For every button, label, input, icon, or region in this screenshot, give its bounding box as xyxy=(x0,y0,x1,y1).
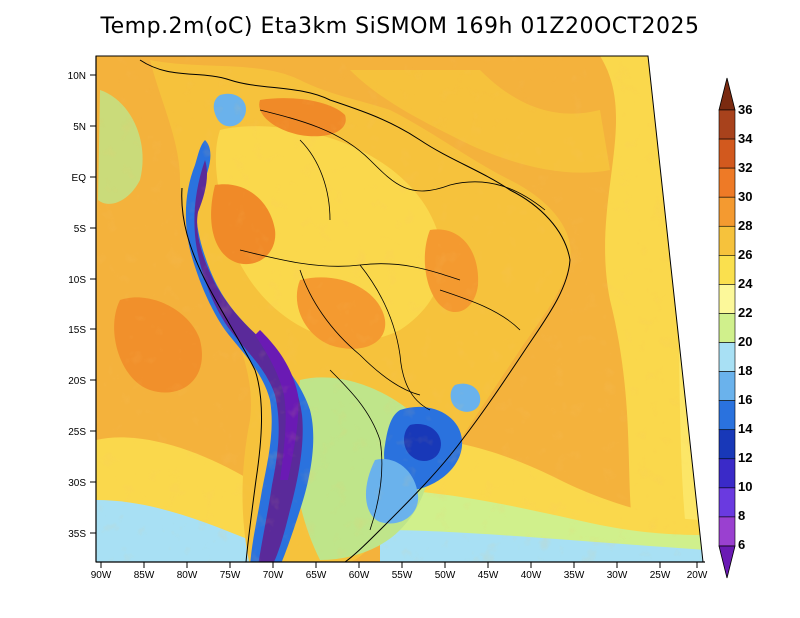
lon-tick: 90W xyxy=(91,562,112,581)
colorbar-cell xyxy=(718,371,736,401)
lat-label: 5N xyxy=(73,122,86,133)
map-field xyxy=(96,56,703,562)
lat-label: 10S xyxy=(68,275,86,286)
colorbar-label: 32 xyxy=(738,160,752,175)
lat-tick: 20S xyxy=(68,376,96,387)
longitude-axis: 90W 85W 80W 75W 70W 65W 60W 55W 50W 45W … xyxy=(91,562,708,581)
lon-tick: 20W xyxy=(687,562,708,581)
colorbar-label: 10 xyxy=(738,479,752,494)
colorbar-cell xyxy=(718,342,736,372)
colorbar-label: 14 xyxy=(738,421,753,436)
lat-label: EQ xyxy=(72,173,87,184)
latitude-axis: 10N 5N EQ 5S 10S 15S 20S 25S 30S 35S xyxy=(68,71,96,540)
lat-tick: 30S xyxy=(68,478,96,489)
lat-label: 20S xyxy=(68,376,86,387)
lon-tick: 60W xyxy=(349,562,370,581)
coastline xyxy=(139,59,571,563)
lat-tick: 10N xyxy=(68,71,96,82)
map-title: Temp.2m(oC) Eta3km SiSMOM 169h 01Z20OCT2… xyxy=(100,14,700,39)
colorbar-cell xyxy=(718,255,736,285)
lon-label: 25W xyxy=(650,570,671,581)
colorbar-label: 8 xyxy=(738,508,745,523)
lon-tick: 25W xyxy=(650,562,671,581)
lon-tick: 50W xyxy=(435,562,456,581)
colorbar-cell xyxy=(718,109,736,140)
lat-label: 15S xyxy=(68,325,86,336)
lon-tick: 65W xyxy=(306,562,327,581)
lon-tick: 30W xyxy=(607,562,628,581)
lat-tick: 15S xyxy=(68,325,96,336)
colorbar-label: 28 xyxy=(738,218,752,233)
lat-label: 10N xyxy=(68,71,86,82)
colorbar-top-arrow xyxy=(718,77,736,111)
colorbar-label: 24 xyxy=(738,276,753,291)
lat-tick: 5S xyxy=(74,224,96,235)
lon-label: 60W xyxy=(349,570,370,581)
colorbar-cell xyxy=(718,487,736,518)
lon-label: 40W xyxy=(521,570,542,581)
country-borders xyxy=(239,109,546,531)
lat-tick: EQ xyxy=(72,173,96,184)
colorbar-label: 12 xyxy=(738,450,752,465)
colorbar-cell xyxy=(718,429,736,460)
colorbar-label: 6 xyxy=(738,537,745,552)
lat-tick: 35S xyxy=(68,529,96,540)
lon-tick: 45W xyxy=(478,562,499,581)
lon-label: 20W xyxy=(687,570,708,581)
colorbar-cell xyxy=(718,284,736,314)
lat-label: 25S xyxy=(68,427,86,438)
colorbar-cell xyxy=(718,196,736,227)
colorbar-labels: 36 34 32 30 28 26 24 22 20 18 16 14 12 1… xyxy=(738,102,753,552)
lon-tick: 80W xyxy=(177,562,198,581)
colorbar-label: 20 xyxy=(738,334,752,349)
lon-tick: 40W xyxy=(521,562,542,581)
colorbar-cell xyxy=(718,225,736,256)
colorbar-bottom-arrow xyxy=(718,545,736,579)
colorbar-label: 36 xyxy=(738,102,752,117)
colorbar-label: 34 xyxy=(738,131,753,146)
colorbar-cell xyxy=(718,516,736,547)
colorbar-label: 16 xyxy=(738,392,752,407)
colorbar-label: 30 xyxy=(738,189,752,204)
lon-tick: 75W xyxy=(220,562,241,581)
colorbar-cell xyxy=(718,167,736,198)
colorbar-cell xyxy=(718,458,736,489)
lon-tick: 35W xyxy=(564,562,585,581)
field-texture xyxy=(96,56,703,562)
lon-label: 45W xyxy=(478,570,499,581)
colorbar-cell xyxy=(718,313,736,343)
lat-tick: 10S xyxy=(68,275,96,286)
lon-label: 30W xyxy=(607,570,628,581)
lon-label: 55W xyxy=(392,570,413,581)
lon-tick: 55W xyxy=(392,562,413,581)
lon-label: 90W xyxy=(91,570,112,581)
colorbar-cell xyxy=(718,400,736,431)
lat-label: 35S xyxy=(68,529,86,540)
lat-tick: 25S xyxy=(68,427,96,438)
lon-label: 85W xyxy=(134,570,155,581)
lon-label: 50W xyxy=(435,570,456,581)
lat-label: 30S xyxy=(68,478,86,489)
colorbar-label: 22 xyxy=(738,305,752,320)
colorbar-label: 18 xyxy=(738,363,752,378)
lon-label: 80W xyxy=(177,570,198,581)
lon-label: 70W xyxy=(263,570,284,581)
lon-label: 65W xyxy=(306,570,327,581)
colorbar: 36 34 32 30 28 26 24 22 20 18 16 14 12 1… xyxy=(718,77,753,579)
lon-tick: 70W xyxy=(263,562,284,581)
lon-tick: 85W xyxy=(134,562,155,581)
lon-label: 75W xyxy=(220,570,241,581)
lat-label: 5S xyxy=(74,224,87,235)
colorbar-cell xyxy=(718,138,736,169)
lat-tick: 5N xyxy=(73,122,96,133)
lon-label: 35W xyxy=(564,570,585,581)
colorbar-label: 26 xyxy=(738,247,752,262)
colorbar-cells xyxy=(718,109,736,547)
